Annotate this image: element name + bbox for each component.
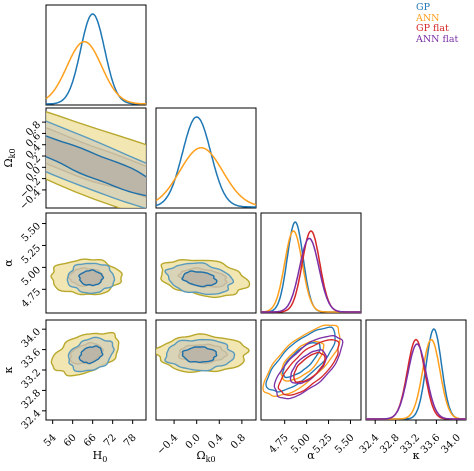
marginal-alpha-gp: [261, 221, 361, 313]
marginal-kappa-gp-flat: [366, 338, 466, 420]
y-tick-label: 4.75: [20, 287, 44, 311]
marginal-H0-ann: [45, 40, 146, 105]
x-tick-label: −0.4: [155, 432, 180, 457]
marginal-H0-gp: [45, 13, 146, 105]
x-tick-label: 72: [102, 432, 119, 449]
x-tick-label: 0.4: [206, 432, 225, 451]
contour-outer-alpha_kappa-gp: [265, 326, 336, 393]
marginal-Ok0-gp: [155, 116, 256, 208]
x-axis-label-alpha: α: [307, 449, 315, 462]
x-axis-label-H0: H0: [93, 449, 108, 464]
contours-H0_kappa: [50, 331, 120, 377]
legend-gp: GP: [416, 2, 430, 13]
y-tick-label: 32.4: [20, 408, 44, 432]
legend-gp-flat: GP flat: [416, 23, 449, 35]
y-tick-label: 5.50: [20, 221, 44, 245]
y-axis-label-Ok0: Ωk0: [2, 148, 17, 167]
panel-H0-H0: [45, 4, 147, 106]
contours-alpha_kappa: [262, 324, 344, 400]
contour-inner-alpha_kappa-ann-flat: [289, 348, 328, 385]
contour-outer-H0_Ok0-gp: [46, 120, 146, 208]
y-tick-label: 33.2: [20, 367, 44, 391]
y-tick-label: 0.8: [24, 119, 43, 138]
x-tick-label: 5.50: [333, 432, 357, 456]
panel-alpha-Ok0: [155, 212, 257, 314]
legend: GP ANN GP flat ANN flat: [416, 2, 459, 45]
contours-H0_Ok0: [46, 111, 146, 208]
contour-inner-H0_alpha-gp: [78, 269, 105, 287]
x-tick-label: 66: [82, 432, 99, 449]
panel-Ok0-Ok0: [155, 107, 257, 209]
marginal-alpha-ann-flat: [261, 237, 361, 313]
y-tick-label: 5.00: [20, 265, 44, 289]
panel-kappa-alpha: [260, 319, 362, 421]
contour-outer-alpha_kappa-ann-flat: [273, 334, 344, 400]
y-tick-label: 33.6: [20, 347, 44, 371]
x-tick-label: 34.0: [439, 432, 463, 456]
contours-Ok0_kappa: [156, 333, 250, 374]
y-tick-label: 5.25: [20, 243, 44, 267]
contour-inner-Ok0_alpha-gp: [181, 270, 218, 288]
legend-ann-flat: ANN flat: [416, 33, 459, 45]
y-axis-label-kappa: κ: [2, 366, 15, 373]
x-axis-label-kappa: κ: [413, 449, 420, 462]
contour-inner-alpha_kappa-ann: [280, 340, 325, 382]
y-axis-label-alpha: α: [2, 259, 15, 267]
x-tick-label: 0.8: [229, 432, 248, 451]
panel-alpha-alpha: [260, 212, 362, 314]
contour-inner-Ok0_kappa-gp: [181, 346, 218, 364]
y-tick-label: 34.0: [20, 327, 44, 351]
x-tick-label: 33.6: [419, 432, 443, 456]
marginal-kappa-gp: [366, 328, 466, 420]
x-tick-label: 32.4: [358, 432, 382, 456]
x-tick-label: 4.75: [267, 432, 291, 456]
x-tick-label: 60: [62, 432, 79, 449]
contour-outer-alpha_kappa-gp-flat: [277, 339, 340, 396]
contours-Ok0_alpha: [160, 258, 251, 299]
x-tick-label: 54: [42, 432, 59, 449]
contour-inner-H0_kappa-gp: [78, 345, 104, 365]
contour-inner-alpha_kappa-gp-flat: [293, 351, 326, 383]
x-tick-label: 78: [122, 432, 139, 449]
panel-kappa-kappa: [365, 319, 467, 421]
panel-alpha-H0: [45, 212, 147, 314]
y-tick-label: 32.8: [20, 388, 44, 412]
contours-H0_alpha: [50, 258, 123, 296]
marginal-kappa-ann: [366, 338, 466, 420]
marginal-Ok0-ann: [155, 147, 257, 206]
panel-kappa-Ok0: [155, 319, 257, 421]
marginal-kappa-ann-flat: [366, 343, 466, 420]
contour-outer-alpha_kappa-ann: [262, 324, 341, 398]
marginal-alpha-ann: [261, 230, 361, 313]
legend-ann: ANN: [416, 12, 440, 24]
contour-inner-H0_Ok0-gp: [46, 135, 146, 197]
x-tick-label: 32.8: [378, 432, 402, 456]
